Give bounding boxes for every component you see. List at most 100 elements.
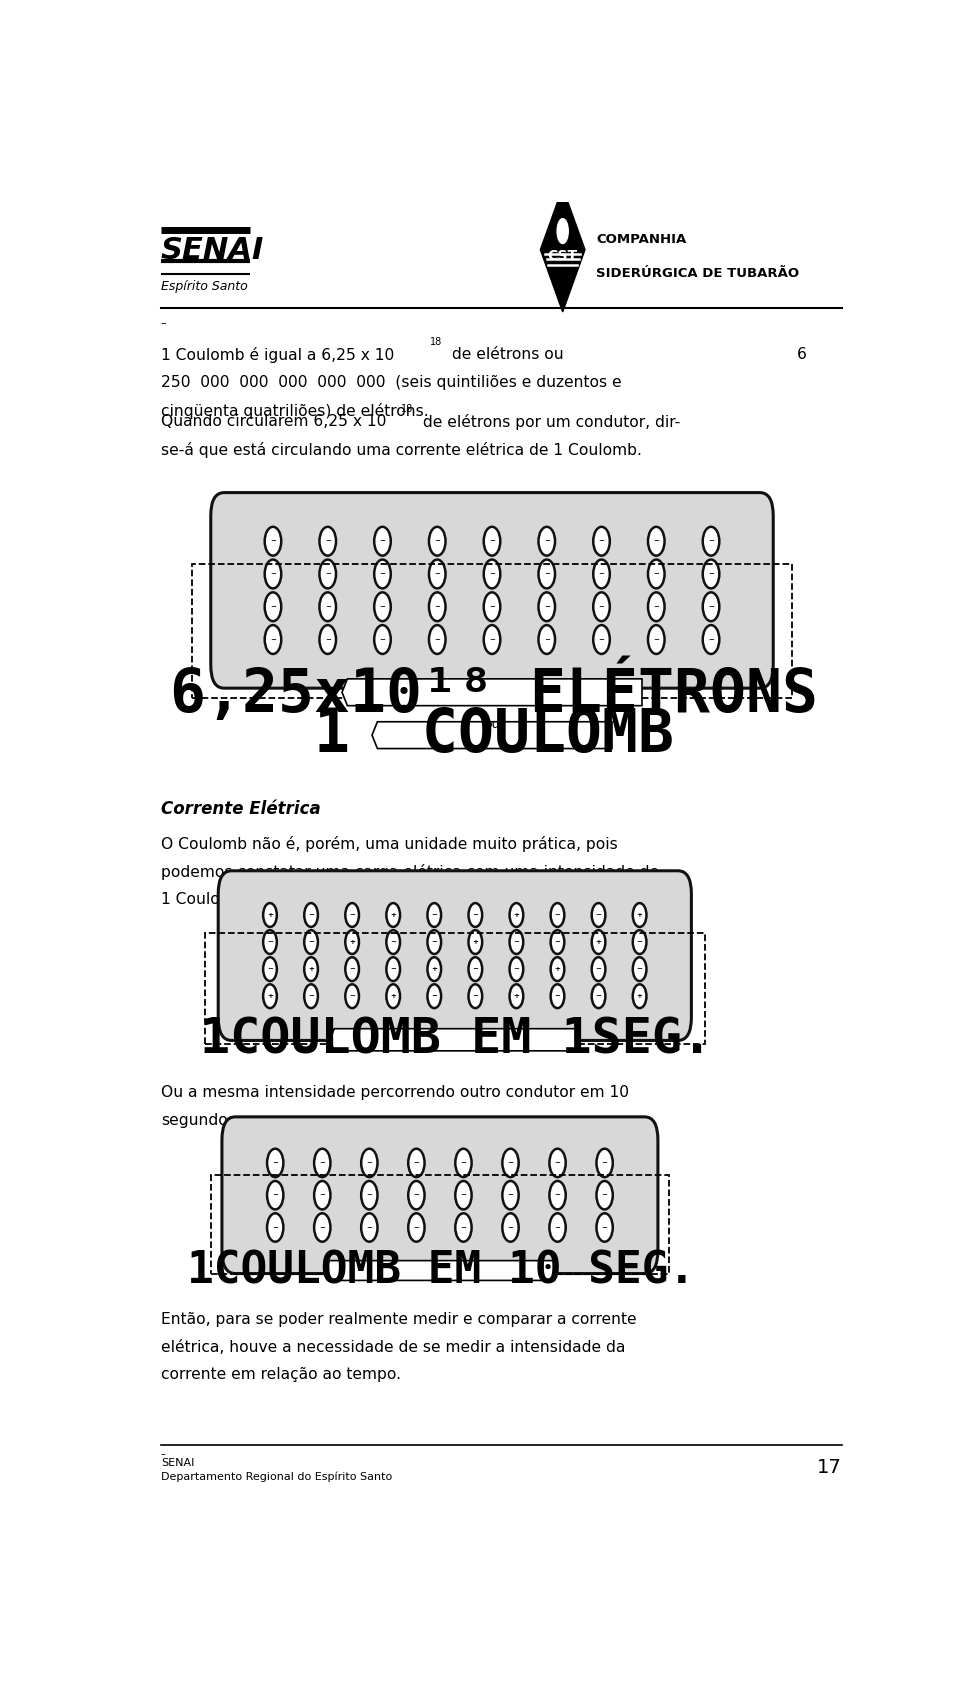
Circle shape: [455, 1181, 471, 1209]
Circle shape: [429, 560, 445, 589]
Circle shape: [265, 526, 281, 555]
Text: −: −: [434, 570, 441, 577]
Text: −: −: [414, 1161, 420, 1166]
Circle shape: [361, 1149, 377, 1177]
Polygon shape: [540, 188, 585, 311]
Circle shape: [263, 930, 276, 954]
Circle shape: [484, 526, 500, 555]
Text: −: −: [308, 912, 314, 918]
Circle shape: [502, 1213, 518, 1241]
Text: +: +: [514, 912, 519, 918]
Text: −: −: [555, 1193, 561, 1198]
Text: de elétrons ou: de elétrons ou: [447, 346, 564, 362]
Text: −: −: [489, 604, 495, 611]
Text: −: −: [595, 912, 602, 918]
Circle shape: [633, 903, 646, 927]
Text: −: −: [508, 1193, 514, 1198]
Circle shape: [648, 626, 664, 654]
Circle shape: [429, 526, 445, 555]
Text: −: −: [367, 1224, 372, 1231]
Text: Corrente Elétrica: Corrente Elétrica: [161, 801, 321, 817]
Text: −: −: [602, 1224, 608, 1231]
Circle shape: [468, 957, 482, 981]
Text: −: −: [349, 965, 355, 972]
Text: −: −: [273, 1224, 278, 1231]
Circle shape: [320, 592, 336, 621]
Text: −: −: [595, 992, 602, 999]
Text: +: +: [431, 965, 437, 972]
Text: cinqüenta quatriliões) de elétrons.: cinqüenta quatriliões) de elétrons.: [161, 402, 428, 419]
Text: –: –: [161, 1450, 166, 1458]
Circle shape: [593, 592, 610, 621]
Text: Espírito Santo: Espírito Santo: [161, 279, 248, 293]
Text: −: −: [461, 1193, 467, 1198]
Circle shape: [267, 1181, 283, 1209]
Circle shape: [551, 957, 564, 981]
Circle shape: [320, 560, 336, 589]
Circle shape: [346, 930, 359, 954]
FancyBboxPatch shape: [211, 493, 773, 688]
Circle shape: [633, 957, 646, 981]
Text: elétrica, houve a necessidade de se medir a intensidade da: elétrica, houve a necessidade de se medi…: [161, 1339, 625, 1354]
Circle shape: [596, 1149, 612, 1177]
Text: −: −: [543, 636, 550, 643]
Circle shape: [265, 592, 281, 621]
Text: −: −: [414, 1224, 420, 1231]
Text: −: −: [320, 1161, 325, 1166]
Circle shape: [591, 957, 606, 981]
Text: −: −: [654, 636, 660, 643]
Text: −: −: [267, 939, 273, 945]
Text: −: −: [324, 570, 330, 577]
Text: −: −: [349, 912, 355, 918]
Text: −: −: [434, 538, 441, 545]
Circle shape: [386, 930, 400, 954]
Text: −: −: [543, 604, 550, 611]
Text: −: −: [654, 538, 660, 545]
Text: COMPANHIA: COMPANHIA: [596, 232, 686, 246]
Circle shape: [648, 560, 664, 589]
Text: −: −: [461, 1224, 467, 1231]
Circle shape: [549, 1213, 565, 1241]
Circle shape: [484, 560, 500, 589]
Bar: [211, 1176, 669, 1275]
Text: −: −: [555, 1161, 561, 1166]
Text: −: −: [595, 965, 602, 972]
Text: +: +: [472, 939, 478, 945]
Bar: [204, 934, 705, 1045]
Text: −: −: [270, 570, 276, 577]
Text: corrente em relação ao tempo.: corrente em relação ao tempo.: [161, 1367, 401, 1383]
Circle shape: [591, 984, 606, 1008]
Circle shape: [346, 984, 359, 1008]
Polygon shape: [325, 1260, 555, 1280]
Text: −: −: [599, 538, 605, 545]
Text: 1 Coulomb percorrendo um condutor em um segundo.: 1 Coulomb percorrendo um condutor em um …: [161, 891, 584, 907]
Text: −: −: [636, 965, 642, 972]
Circle shape: [539, 526, 555, 555]
Circle shape: [551, 984, 564, 1008]
Text: −: −: [379, 570, 385, 577]
Circle shape: [265, 626, 281, 654]
Circle shape: [386, 957, 400, 981]
Text: +: +: [267, 992, 273, 999]
Text: −: −: [320, 1193, 325, 1198]
Circle shape: [408, 1149, 424, 1177]
Circle shape: [502, 1181, 518, 1209]
Text: −: −: [636, 939, 642, 945]
Circle shape: [703, 526, 719, 555]
Circle shape: [374, 560, 391, 589]
Text: −: −: [431, 939, 437, 945]
Circle shape: [427, 930, 441, 954]
Circle shape: [539, 560, 555, 589]
Circle shape: [703, 560, 719, 589]
Text: SENAI: SENAI: [161, 1458, 194, 1468]
Circle shape: [591, 903, 606, 927]
Text: −: −: [599, 636, 605, 643]
Text: −: −: [367, 1193, 372, 1198]
Text: −: −: [508, 1224, 514, 1231]
Text: −: −: [273, 1193, 278, 1198]
Circle shape: [549, 1181, 565, 1209]
Text: −: −: [367, 1161, 372, 1166]
Text: +: +: [349, 939, 355, 945]
Text: −: −: [267, 965, 273, 972]
Circle shape: [427, 957, 441, 981]
